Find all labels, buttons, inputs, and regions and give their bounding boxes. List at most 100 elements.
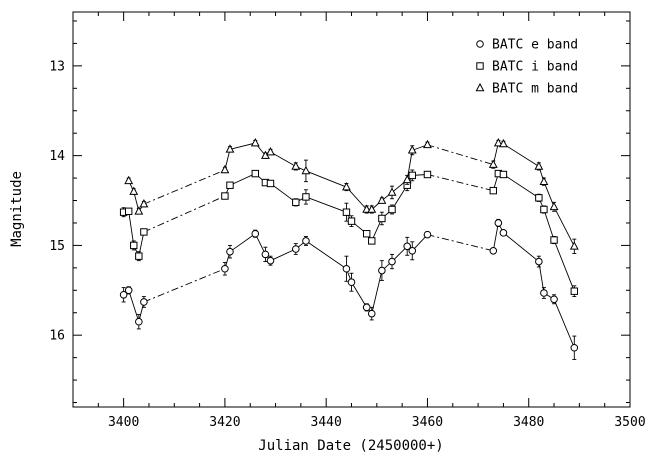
data-point-circle-marker	[403, 242, 412, 251]
series-line-segment	[270, 248, 296, 262]
series-line-segment	[503, 174, 540, 199]
x-tick-label: 3400	[108, 415, 139, 430]
data-point-square-marker	[125, 207, 133, 215]
axis-ticks	[72, 12, 631, 407]
data-point-circle-marker	[540, 289, 548, 297]
x-tick-labels: 3400 3420 3440 3460 3480 3500	[108, 415, 646, 430]
y-tick-label: 15	[49, 239, 65, 254]
data-point-triangle-marker	[493, 137, 503, 147]
data-point-square-marker	[540, 205, 548, 214]
series-line-segment	[503, 232, 540, 262]
data-point-triangle-marker	[124, 175, 134, 185]
data-point-square-marker	[135, 252, 143, 260]
data-point-triangle-marker	[225, 144, 235, 153]
data-point-square-marker	[423, 170, 432, 179]
legend-label: BATC m band	[492, 82, 578, 97]
data-point-circle-marker	[388, 257, 396, 266]
data-point-circle-marker	[423, 230, 432, 239]
series-line-segment	[351, 281, 368, 308]
legend: BATC e band BATC i band BATC m band	[475, 38, 578, 97]
data-point-square-marker	[489, 186, 497, 195]
series-line-segment	[391, 185, 408, 210]
series-line-segment	[492, 222, 499, 251]
data-point-circle-marker	[226, 247, 234, 256]
series-square	[119, 169, 578, 298]
data-point-circle-marker	[266, 256, 275, 265]
series-line-segment	[553, 239, 575, 292]
y-tick-label: 14	[49, 149, 65, 164]
data-point-triangle-marker	[402, 174, 412, 184]
series-line-segment	[270, 183, 297, 203]
series-line-segment	[371, 218, 383, 242]
legend-square-marker	[476, 62, 484, 70]
data-point-circle-marker	[119, 290, 128, 299]
series-line-segment	[427, 234, 494, 252]
data-point-triangle-marker	[534, 161, 544, 170]
data-point-circle-marker	[378, 266, 386, 275]
data-point-circle-marker	[261, 250, 270, 259]
series-line-segment	[371, 270, 383, 314]
data-point-square-marker	[347, 217, 356, 225]
data-point-triangle-marker	[569, 241, 579, 250]
series-line-segment	[229, 233, 256, 253]
series-line-segment	[143, 169, 226, 205]
series-line-segment	[346, 186, 368, 210]
data-point-square-marker	[221, 192, 229, 200]
series-line-segment	[270, 151, 297, 167]
data-point-circle-marker	[251, 229, 260, 238]
data-point-circle-marker	[124, 286, 133, 295]
data-point-triangle-marker	[342, 181, 351, 191]
y-tick-labels: 13 14 15 16	[49, 59, 65, 343]
data-point-square-marker	[362, 230, 371, 238]
series-line-segment	[128, 211, 135, 246]
series-line-segment	[553, 299, 575, 348]
series-line-segment	[305, 240, 347, 270]
legend-label: BATC e band	[492, 38, 578, 53]
y-tick-label: 13	[49, 59, 65, 74]
y-axis-title: Magnitude	[9, 171, 25, 247]
data-point-circle-marker	[489, 246, 498, 255]
series-line-segment	[305, 170, 347, 188]
x-tick-label: 3460	[412, 415, 443, 430]
data-point-square-marker	[342, 208, 351, 216]
series-line-segment	[427, 144, 494, 166]
data-point-triangle-marker	[377, 195, 387, 204]
series-line-segment	[427, 174, 494, 192]
data-point-square-marker	[378, 214, 386, 223]
data-point-triangle-marker	[291, 161, 301, 170]
series-triangle	[124, 137, 579, 254]
data-point-circle-marker	[140, 298, 148, 306]
data-point-circle-marker	[499, 229, 508, 237]
x-tick-label: 3480	[513, 415, 544, 430]
series-line-segment	[143, 195, 226, 233]
data-point-triangle-marker	[367, 204, 377, 213]
data-point-circle-marker	[494, 219, 503, 227]
data-point-circle-marker	[362, 303, 371, 312]
series-line-segment	[543, 209, 555, 241]
data-point-triangle-marker	[539, 176, 549, 185]
data-point-square-marker	[226, 181, 234, 189]
data-point-circle-marker	[408, 246, 417, 255]
series-line-segment	[229, 142, 256, 150]
data-point-square-marker	[550, 236, 558, 244]
data-point-square-marker	[140, 228, 148, 236]
data-point-square-marker	[499, 170, 508, 179]
data-point-square-marker	[130, 241, 138, 250]
data-point-circle-marker	[342, 264, 351, 273]
data-point-triangle-marker	[139, 199, 149, 208]
data-point-square-marker	[388, 205, 396, 214]
series-layer	[119, 137, 579, 360]
series-line-segment	[538, 261, 545, 294]
data-point-triangle-marker	[129, 186, 139, 195]
data-point-triangle-marker	[250, 137, 260, 147]
data-point-square-marker	[535, 194, 543, 202]
series-line-segment	[229, 173, 256, 186]
data-point-triangle-marker	[549, 201, 559, 211]
data-point-triangle-marker	[134, 206, 144, 215]
data-point-circle-marker	[347, 278, 356, 287]
data-point-square-marker	[368, 237, 376, 245]
data-point-square-marker	[570, 287, 578, 295]
legend-circle-marker	[476, 40, 484, 48]
x-tick-label: 3440	[311, 415, 342, 430]
